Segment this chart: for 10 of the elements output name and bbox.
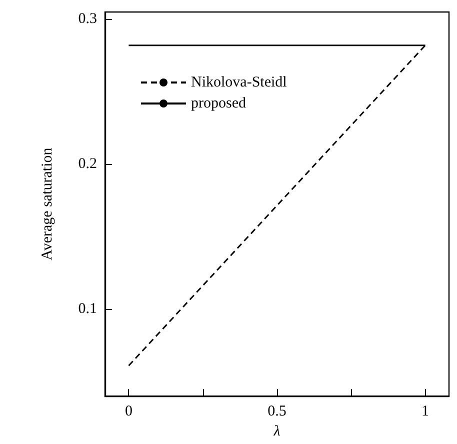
legend-label: proposed (191, 96, 246, 112)
y-tick-label: 0.3 (78, 11, 97, 28)
x-tick-label: 1 (422, 404, 430, 420)
y-tick-label: 0.1 (78, 301, 97, 318)
x-tick-label: 0.5 (268, 404, 286, 420)
y-axis-title: Average saturation (40, 147, 56, 260)
legend-label: Nikolova-Steidl (191, 74, 287, 90)
x-axis-title: λ (272, 424, 281, 440)
x-tick-label: 0 (124, 404, 132, 420)
y-tick-label: 0.2 (78, 156, 97, 172)
